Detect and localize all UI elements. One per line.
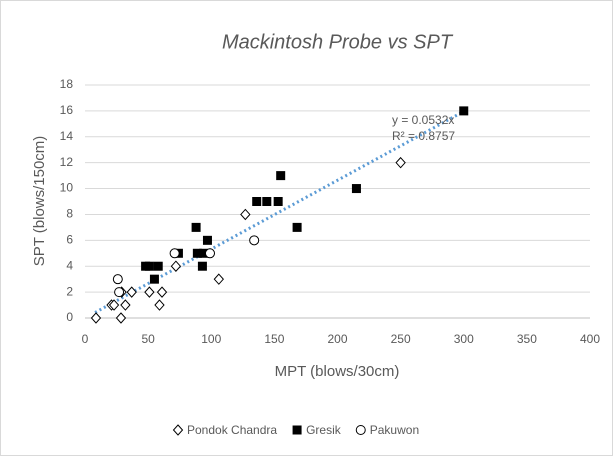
- x-axis-label: MPT (blows/30cm): [275, 363, 400, 380]
- y-tick-label: 18: [60, 77, 74, 91]
- legend-marker: [355, 425, 366, 435]
- x-tick-label: 300: [454, 332, 474, 346]
- point: [156, 286, 168, 298]
- x-tick-label: 0: [82, 332, 89, 346]
- point: [153, 261, 163, 271]
- trendline-r2: R² = 0.8757: [392, 129, 455, 143]
- y-tick-label: 0: [66, 310, 73, 324]
- y-tick-label: 4: [66, 258, 73, 272]
- y-tick-label: 16: [60, 103, 74, 117]
- legend-marker: [292, 425, 302, 435]
- point: [273, 197, 283, 206]
- point: [90, 312, 102, 324]
- point: [240, 208, 251, 221]
- point: [292, 222, 302, 232]
- point: [144, 286, 155, 298]
- point: [115, 312, 127, 324]
- point: [249, 235, 260, 246]
- legend-label: Pondok Chandra: [187, 423, 277, 437]
- x-tick-label: 200: [327, 332, 347, 346]
- x-tick-label: 50: [141, 332, 155, 346]
- point: [154, 299, 165, 311]
- x-tick-label: 250: [391, 332, 411, 346]
- point: [112, 274, 123, 285]
- point: [213, 273, 224, 285]
- x-tick-label: 100: [201, 332, 221, 346]
- chart-title: Mackintosh Probe vs SPT: [222, 31, 454, 53]
- point: [144, 261, 154, 271]
- point: [262, 197, 272, 206]
- point: [459, 106, 469, 116]
- y-tick-label: 6: [66, 233, 73, 247]
- x-tick-label: 400: [580, 332, 600, 346]
- y-tick-label: 8: [66, 207, 73, 221]
- y-tick-label: 12: [60, 155, 74, 169]
- trendline-equation: y = 0.0532x: [392, 113, 454, 127]
- point: [192, 248, 202, 258]
- point: [276, 171, 286, 181]
- point: [395, 156, 406, 169]
- point: [169, 248, 180, 259]
- legend-label: Gresik: [306, 423, 342, 437]
- y-tick-label: 14: [60, 129, 74, 143]
- y-tick-label: 2: [66, 284, 73, 298]
- y-tick-label: 10: [60, 181, 74, 195]
- legend-label: Pakuwon: [370, 423, 419, 437]
- point: [191, 222, 201, 232]
- y-axis-label: SPT (blows/150cm): [31, 136, 48, 267]
- point: [252, 197, 262, 206]
- point: [197, 261, 207, 271]
- point: [204, 248, 215, 259]
- point: [120, 299, 131, 311]
- point: [126, 286, 137, 298]
- point: [149, 274, 159, 284]
- point: [351, 184, 361, 194]
- point: [114, 287, 125, 298]
- point: [108, 299, 120, 311]
- point: [199, 248, 209, 258]
- x-tick-label: 350: [517, 332, 537, 346]
- point: [170, 260, 182, 272]
- x-tick-label: 150: [264, 332, 284, 346]
- point: [202, 235, 212, 245]
- legend-marker: [172, 424, 184, 436]
